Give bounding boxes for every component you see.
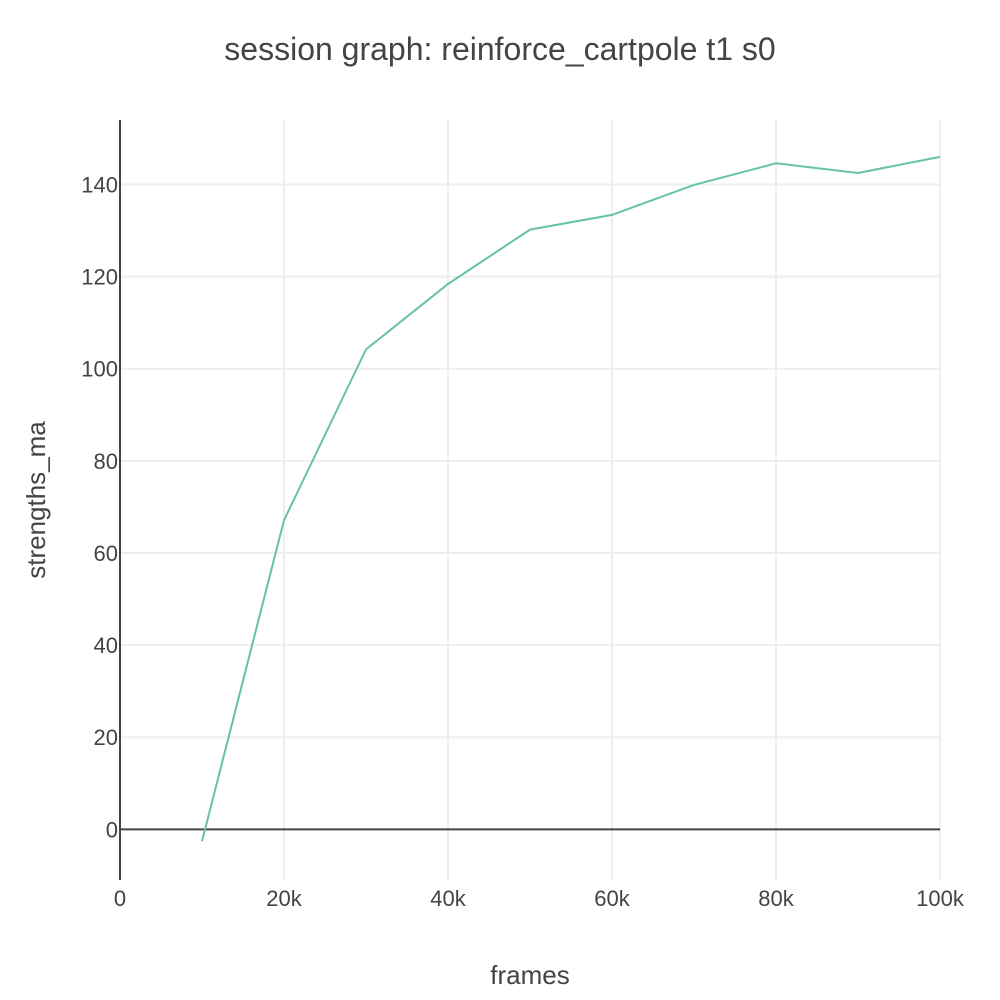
series-layer [201, 155, 941, 842]
x-tick-labels: 0 20k 40k 60k 80k 100k [114, 886, 965, 911]
chart-title: session graph: reinforce_cartpole t1 s0 [224, 31, 775, 67]
x-tick-label: 40k [430, 886, 466, 911]
y-axis-title: strengths_ma [21, 421, 51, 579]
y-tick-label: 40 [94, 633, 118, 658]
y-gridlines [120, 183, 940, 739]
x-tick-label: 80k [758, 886, 794, 911]
x-axis-title: frames [490, 960, 569, 990]
x-tick-label: 100k [916, 886, 965, 911]
x-tick-label: 20k [266, 886, 302, 911]
x-gridlines [283, 120, 941, 880]
y-tick-label: 20 [94, 725, 118, 750]
x-tick-label: 60k [594, 886, 630, 911]
y-tick-label: 60 [94, 541, 118, 566]
x-tick-label: 0 [114, 886, 126, 911]
y-tick-label: 140 [81, 172, 118, 197]
y-tick-labels: 0 20 40 60 80 100 120 140 [81, 172, 118, 842]
y-tick-label: 80 [94, 449, 118, 474]
y-tick-label: 120 [81, 265, 118, 290]
y-tick-label: 0 [106, 817, 118, 842]
y-tick-label: 100 [81, 357, 118, 382]
series-line [201, 155, 941, 842]
